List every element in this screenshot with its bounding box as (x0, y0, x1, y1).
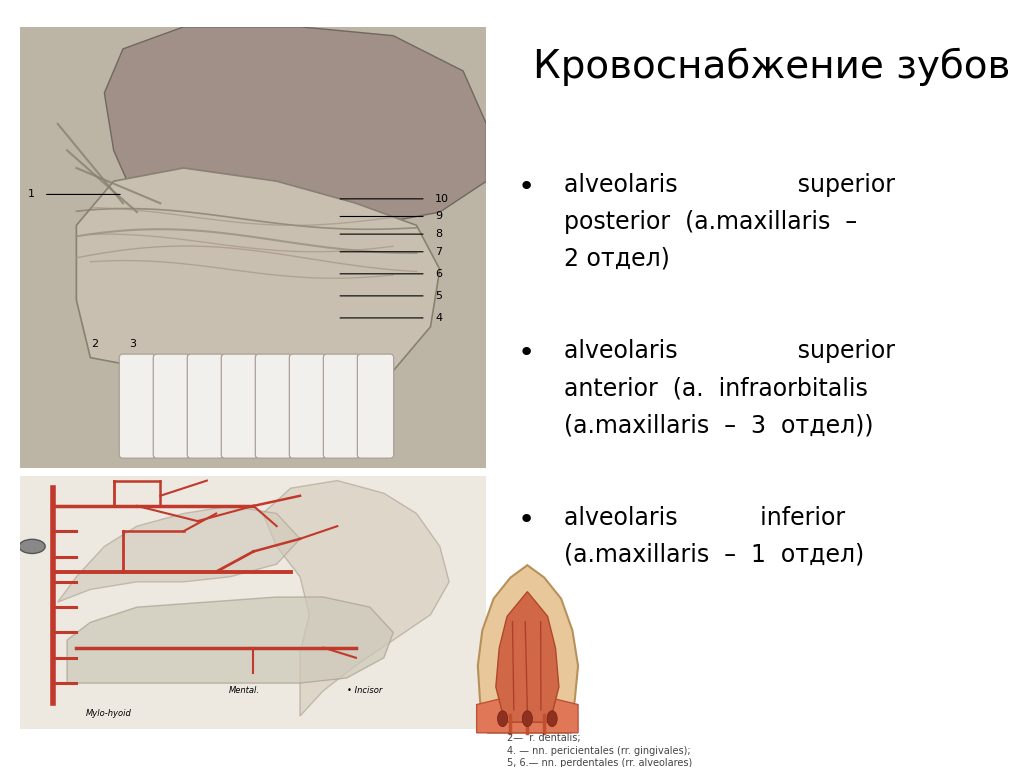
Text: 1: 1 (28, 189, 35, 199)
Text: Mental.: Mental. (228, 686, 260, 695)
Text: 2: 2 (91, 339, 98, 350)
Text: 9: 9 (435, 212, 442, 222)
Text: 2—  r. dentalis;: 2— r. dentalis; (507, 733, 581, 743)
Polygon shape (477, 692, 578, 732)
Text: posterior  (a.maxillaris  –: posterior (a.maxillaris – (564, 209, 857, 234)
FancyBboxPatch shape (255, 354, 292, 458)
Text: 3: 3 (129, 339, 136, 350)
Polygon shape (478, 565, 578, 732)
Text: anterior  (a.  infraorbitalis: anterior (a. infraorbitalis (564, 376, 867, 400)
Text: • Incisor: • Incisor (346, 686, 382, 695)
Polygon shape (104, 27, 486, 230)
Text: (a.maxillaris  –  1  отдел): (a.maxillaris – 1 отдел) (564, 542, 864, 567)
Polygon shape (57, 506, 300, 602)
Text: 4. — nn. pericientales (rr. gingivales);: 4. — nn. pericientales (rr. gingivales); (507, 746, 690, 755)
Text: alveolaris                superior: alveolaris superior (564, 173, 895, 197)
Text: 2 отдел): 2 отдел) (564, 246, 670, 271)
Text: •: • (517, 505, 535, 534)
Text: Mylo-hyoid: Mylo-hyoid (86, 709, 131, 718)
Circle shape (547, 711, 557, 726)
Polygon shape (496, 591, 559, 723)
Text: 7: 7 (435, 247, 442, 257)
Text: •: • (517, 339, 535, 367)
Circle shape (498, 711, 508, 726)
Polygon shape (68, 597, 393, 683)
Text: 5, 6.— nn. perdentales (rr. alveolares): 5, 6.— nn. perdentales (rr. alveolares) (507, 758, 692, 767)
Circle shape (19, 539, 45, 554)
FancyBboxPatch shape (221, 354, 258, 458)
FancyBboxPatch shape (119, 354, 156, 458)
Polygon shape (77, 168, 440, 388)
Text: •: • (517, 173, 535, 201)
Text: 8: 8 (435, 229, 442, 239)
Text: alveolaris                superior: alveolaris superior (564, 339, 895, 364)
Circle shape (522, 711, 532, 726)
Text: 5: 5 (435, 291, 442, 301)
Text: Кровоснабжение зубов: Кровоснабжение зубов (532, 48, 1011, 87)
Text: 4: 4 (435, 313, 442, 323)
FancyBboxPatch shape (187, 354, 223, 458)
Text: 6: 6 (435, 268, 442, 279)
FancyBboxPatch shape (324, 354, 359, 458)
FancyBboxPatch shape (154, 354, 189, 458)
FancyBboxPatch shape (290, 354, 326, 458)
Text: (a.maxillaris  –  3  отдел)): (a.maxillaris – 3 отдел)) (564, 413, 873, 437)
FancyBboxPatch shape (357, 354, 393, 458)
Polygon shape (263, 481, 450, 716)
Text: alveolaris           inferior: alveolaris inferior (564, 505, 845, 530)
Text: 10: 10 (435, 194, 450, 204)
